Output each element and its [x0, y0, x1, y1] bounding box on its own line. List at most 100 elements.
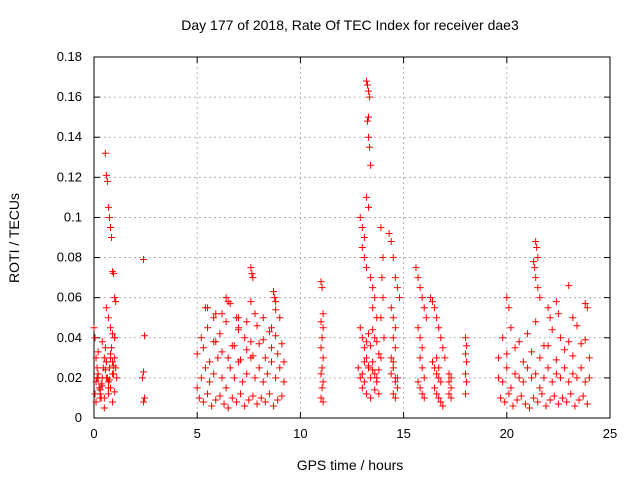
- data-point: [585, 354, 593, 362]
- data-point: [445, 378, 453, 386]
- data-point: [462, 390, 470, 398]
- data-point: [548, 326, 556, 334]
- data-point: [204, 324, 212, 332]
- data-point: [360, 234, 368, 241]
- data-point: [367, 161, 375, 169]
- data-point: [378, 274, 386, 282]
- y-tick-label: 0.1: [64, 209, 82, 224]
- data-point: [104, 203, 112, 211]
- plot-frame: [93, 56, 611, 419]
- data-point: [509, 402, 517, 410]
- data-point: [414, 274, 422, 282]
- x-tick-label: 20: [500, 426, 514, 441]
- data-point: [369, 366, 377, 374]
- data-point: [395, 294, 403, 302]
- data-point: [569, 314, 577, 322]
- data-point: [141, 332, 149, 340]
- data-point: [360, 358, 368, 366]
- data-point: [565, 338, 573, 346]
- data-point: [581, 336, 589, 344]
- data-point: [206, 358, 214, 366]
- chart-title: Day 177 of 2018, Rate Of TEC Index for r…: [181, 17, 519, 33]
- data-point: [276, 314, 284, 322]
- data-point: [108, 234, 116, 241]
- data-point: [224, 404, 232, 412]
- data-point: [528, 348, 536, 356]
- data-point: [247, 298, 255, 306]
- data-point: [278, 340, 286, 348]
- data-point: [544, 304, 552, 312]
- data-point: [526, 404, 534, 412]
- data-point: [519, 378, 527, 386]
- data-point: [92, 398, 100, 406]
- data-point: [575, 396, 583, 404]
- data-point: [369, 284, 377, 292]
- data-point: [462, 350, 470, 358]
- data-point: [559, 394, 567, 402]
- data-point: [319, 324, 327, 332]
- x-axis-label: GPS time / hours: [297, 457, 404, 473]
- data-point: [111, 294, 119, 302]
- data-point: [365, 113, 373, 121]
- data-point: [259, 336, 267, 344]
- data-point: [268, 358, 276, 366]
- data-point: [534, 254, 542, 262]
- data-point: [503, 294, 511, 302]
- data-point: [431, 384, 439, 392]
- data-point: [534, 398, 542, 406]
- data-point: [97, 380, 105, 388]
- data-point: [102, 358, 110, 366]
- data-point: [435, 394, 443, 402]
- data-point: [208, 402, 216, 410]
- data-point: [371, 294, 379, 302]
- data-point: [237, 390, 245, 398]
- data-point: [530, 258, 538, 266]
- data-point: [212, 310, 220, 318]
- data-point: [463, 342, 471, 350]
- data-point: [271, 294, 279, 302]
- data-point: [375, 366, 383, 374]
- data-point: [569, 370, 577, 378]
- data-point: [571, 402, 579, 410]
- data-point: [274, 396, 282, 404]
- data-point: [358, 384, 366, 392]
- y-axis-label: ROTI / TECUs: [6, 193, 22, 283]
- data-point: [101, 344, 109, 352]
- data-point: [577, 364, 585, 372]
- data-point: [513, 396, 521, 404]
- data-point: [243, 346, 251, 354]
- data-point: [536, 294, 544, 302]
- y-tick-label: 0.18: [57, 49, 82, 64]
- data-point: [435, 324, 443, 332]
- data-point: [96, 386, 104, 394]
- data-point: [367, 342, 375, 350]
- data-point: [228, 394, 236, 402]
- data-point: [109, 330, 117, 338]
- data-point: [360, 344, 368, 352]
- data-point: [416, 334, 424, 342]
- data-point: [447, 374, 455, 382]
- data-point: [107, 384, 115, 392]
- data-point: [105, 364, 113, 372]
- data-point: [462, 334, 470, 342]
- data-point: [224, 354, 232, 362]
- data-point: [261, 354, 269, 362]
- data-point: [561, 346, 569, 354]
- data-point: [437, 398, 445, 406]
- data-point: [108, 344, 116, 352]
- data-point: [561, 364, 569, 372]
- data-point: [548, 378, 556, 386]
- data-point: [199, 344, 207, 352]
- data-point: [517, 392, 525, 400]
- data-point: [542, 402, 550, 410]
- data-point: [193, 350, 201, 358]
- data-point: [263, 370, 271, 378]
- data-point: [503, 364, 511, 372]
- data-point: [253, 322, 261, 330]
- data-point: [511, 370, 519, 378]
- data-point: [391, 324, 399, 332]
- data-point: [241, 402, 249, 410]
- data-point: [232, 314, 240, 322]
- data-point: [218, 374, 226, 382]
